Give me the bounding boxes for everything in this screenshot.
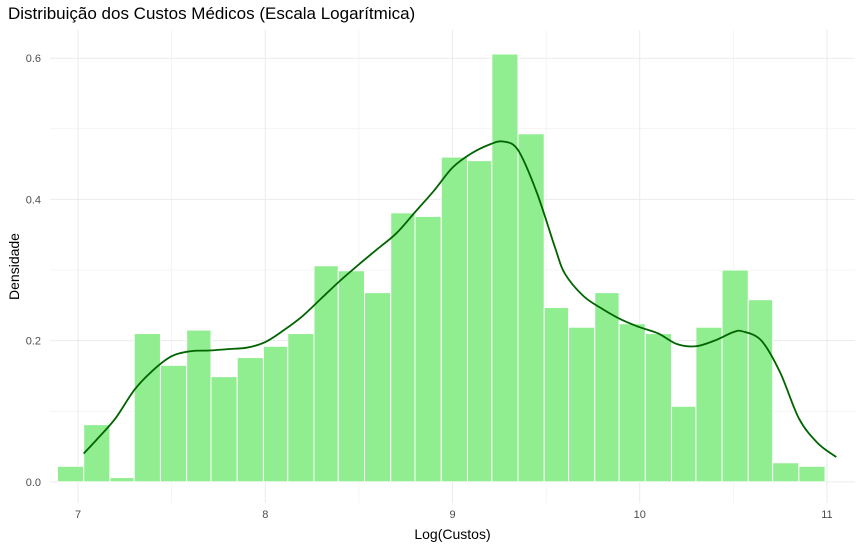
histogram-bar [568, 326, 596, 483]
y-tick-label: 0.6 [26, 53, 41, 65]
x-tick-label: 8 [262, 509, 268, 521]
histogram-bar [747, 299, 774, 483]
x-axis-title: Log(Custos) [414, 526, 490, 542]
histogram-bar [517, 133, 545, 483]
histogram-bar [644, 333, 673, 483]
chart-title: Distribuição dos Custos Médicos (Escala … [8, 4, 416, 23]
histogram-bar [109, 477, 135, 483]
x-axis-ticks: 7 8 9 10 11 [75, 509, 833, 521]
y-tick-label: 0.2 [26, 336, 41, 348]
histogram-bar [364, 292, 392, 483]
histogram-bar [466, 160, 493, 483]
histogram-bar [210, 376, 238, 483]
histogram-bar [337, 270, 366, 483]
y-tick-label: 0.0 [26, 477, 41, 489]
histogram-bar [262, 345, 289, 483]
y-axis-title: Densidade [6, 233, 22, 300]
x-tick-label: 11 [821, 509, 832, 521]
histogram-bar [390, 212, 416, 483]
histogram-bar [671, 405, 697, 483]
histogram-bar [594, 292, 620, 483]
histogram-bar [186, 329, 212, 483]
histogram-bar [313, 265, 339, 483]
histogram-bar [721, 269, 749, 483]
density-curve [83, 140, 837, 458]
histogram-bar [287, 333, 315, 483]
x-tick-label: 10 [634, 509, 646, 521]
y-tick-label: 0.4 [26, 194, 41, 206]
histogram-bar [236, 357, 264, 483]
x-tick-label: 9 [449, 509, 455, 521]
histogram-bar [56, 465, 85, 483]
histogram-bar [543, 306, 570, 483]
histogram-bar [491, 53, 519, 483]
histogram-bar [159, 364, 188, 483]
histogram-bars [56, 53, 826, 483]
histogram-bar [798, 465, 826, 483]
histogram-bar [414, 215, 442, 483]
histogram-bar [83, 424, 111, 483]
x-tick-label: 7 [75, 509, 81, 521]
histogram-bar [695, 326, 723, 483]
histogram-bar [772, 462, 800, 483]
histogram-bar [618, 323, 646, 483]
histogram-bar [133, 333, 161, 483]
histogram-bar [440, 156, 468, 483]
y-axis-ticks: 0.0 0.2 0.4 0.6 [26, 53, 41, 489]
